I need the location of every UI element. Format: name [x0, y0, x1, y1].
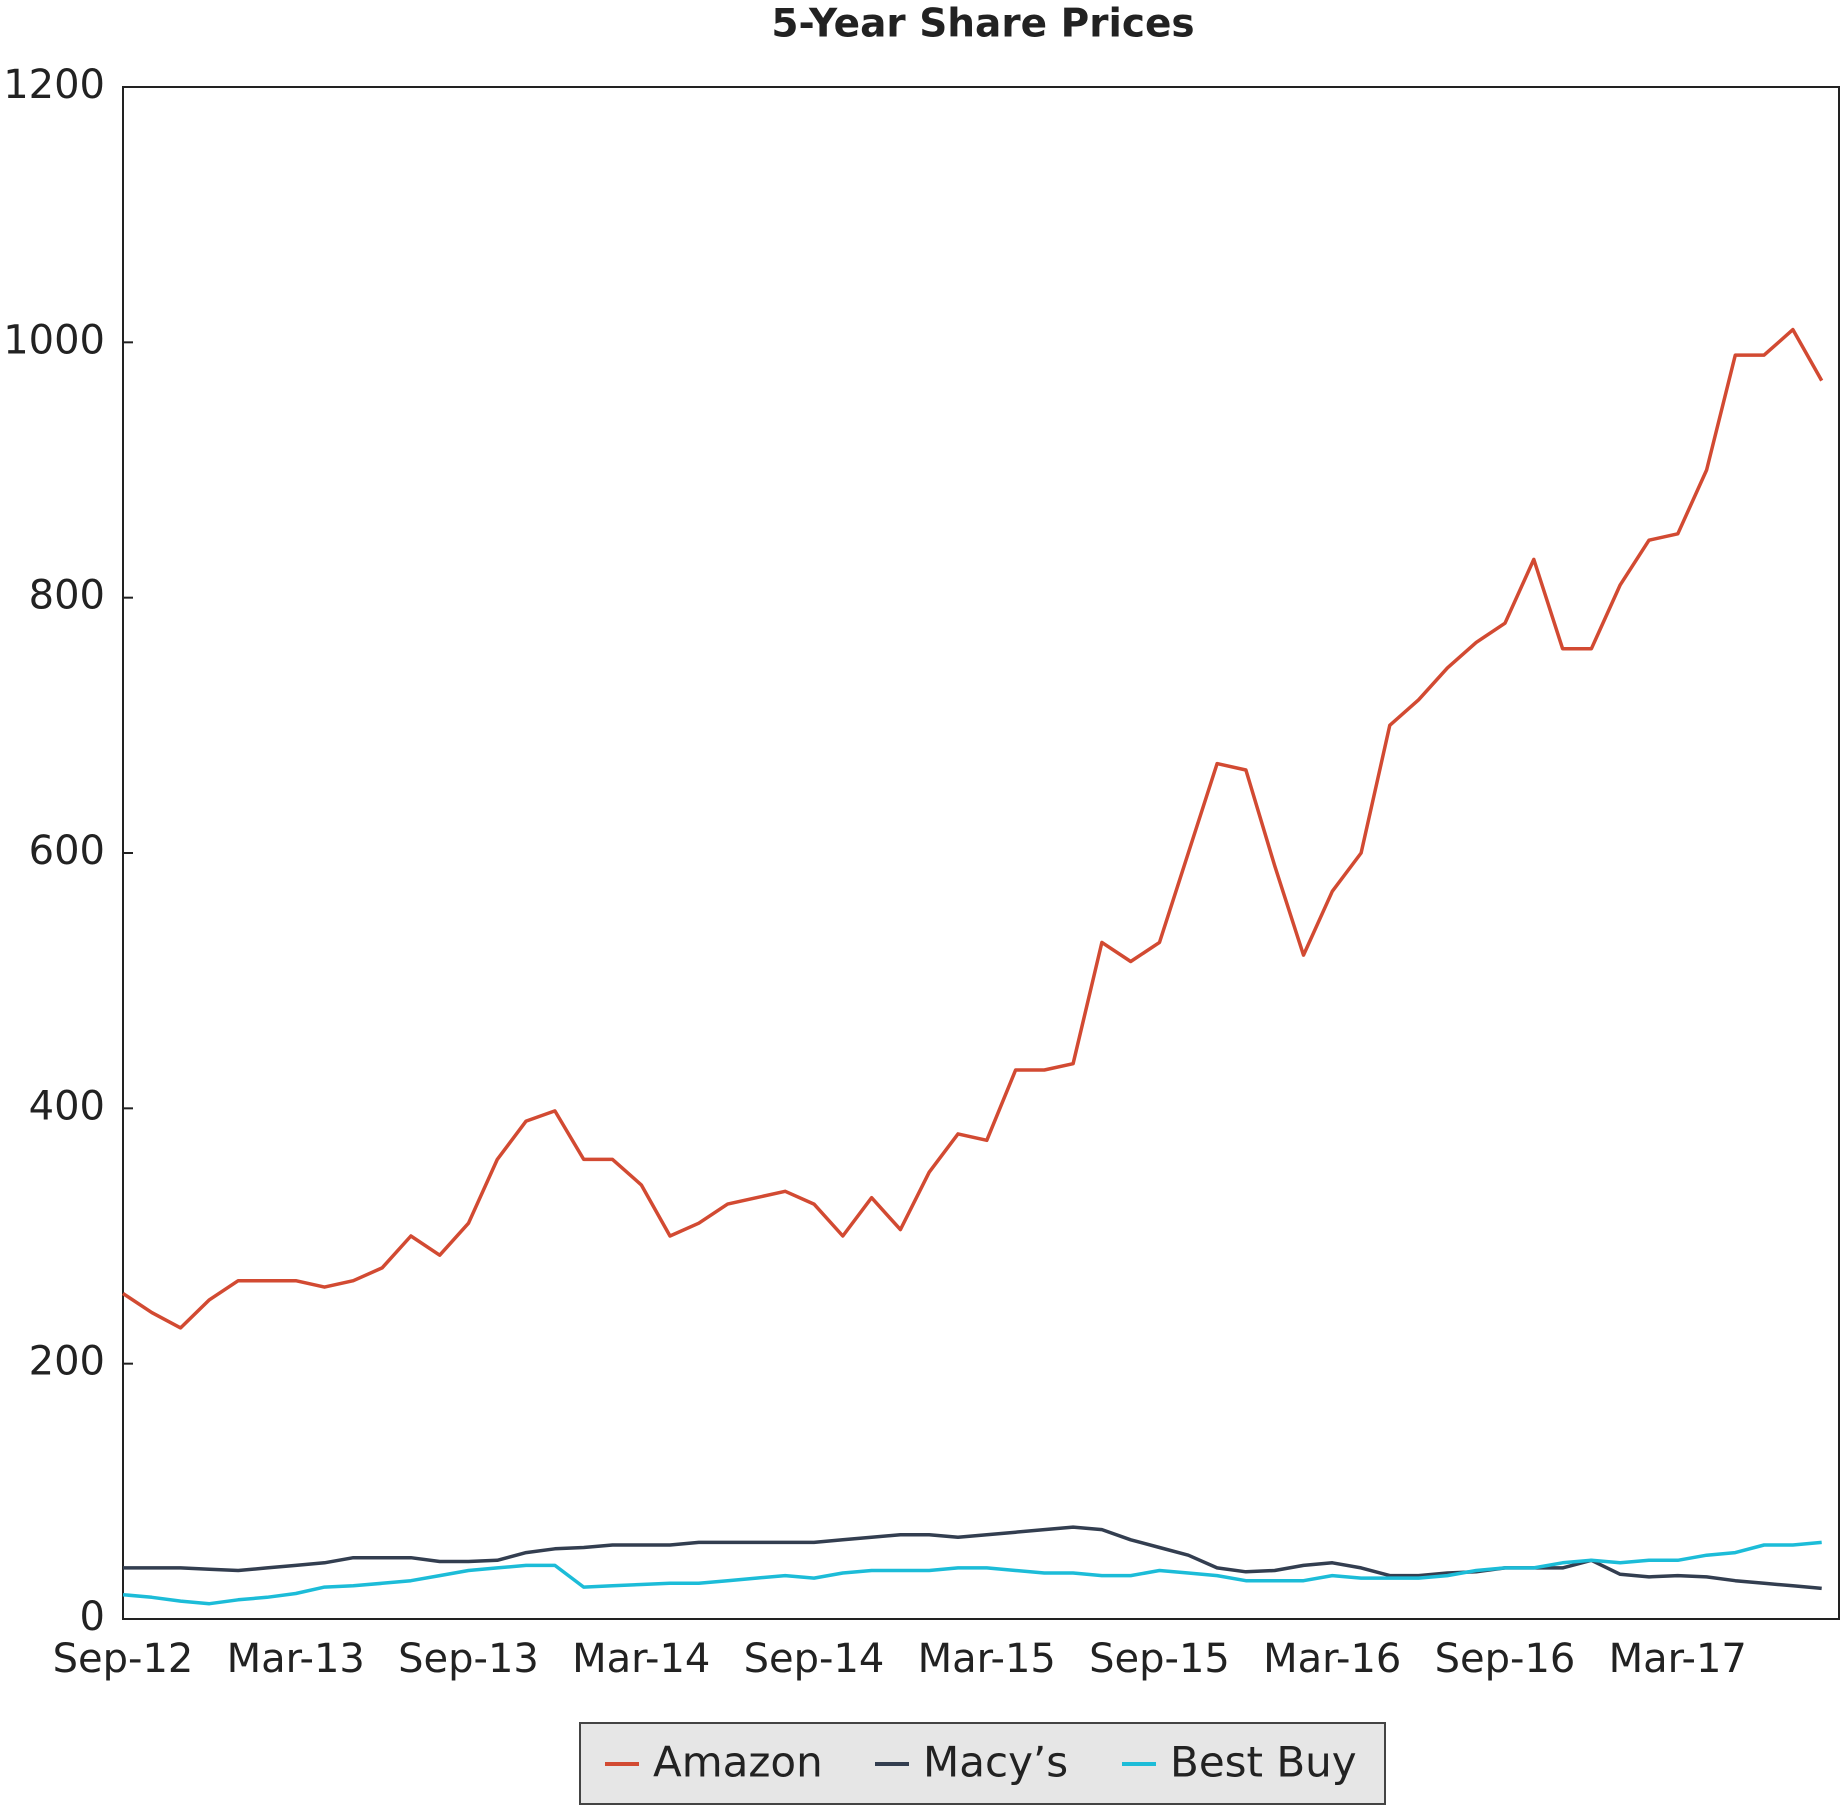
- line-series: [122, 1540, 1822, 1606]
- y-tick-label: 800: [29, 573, 105, 619]
- x-tick-label: Mar-16: [1263, 1636, 1401, 1682]
- x-tick-label: Mar-14: [572, 1636, 710, 1682]
- legend-label: Best Buy: [1170, 1738, 1357, 1787]
- x-tick-label: Mar-17: [1609, 1636, 1747, 1682]
- x-tick-label: Mar-15: [918, 1636, 1056, 1682]
- y-tick-label: 200: [29, 1339, 105, 1385]
- chart-title: 5-Year Share Prices: [771, 2, 1194, 47]
- y-tick-label: 600: [29, 828, 105, 874]
- x-tick-label: Sep-16: [1435, 1636, 1576, 1682]
- x-tick-label: Sep-13: [398, 1636, 539, 1682]
- x-tick-label: Sep-15: [1089, 1636, 1230, 1682]
- legend-label: Macy’s: [923, 1738, 1068, 1787]
- y-tick-label: 1200: [3, 62, 105, 108]
- plot-frame: [122, 86, 1840, 1620]
- line-series: [123, 1525, 1822, 1591]
- y-tick-label: 0: [80, 1594, 105, 1640]
- legend-label: Amazon: [653, 1738, 823, 1787]
- legend-box: [579, 1722, 1386, 1805]
- x-tick-label: Sep-12: [53, 1636, 194, 1682]
- line-series: [122, 327, 1824, 1330]
- y-tick-label: 400: [29, 1083, 105, 1129]
- y-tick-label: 1000: [3, 317, 105, 363]
- x-tick-label: Mar-13: [227, 1636, 365, 1682]
- x-tick-label: Sep-14: [744, 1636, 885, 1682]
